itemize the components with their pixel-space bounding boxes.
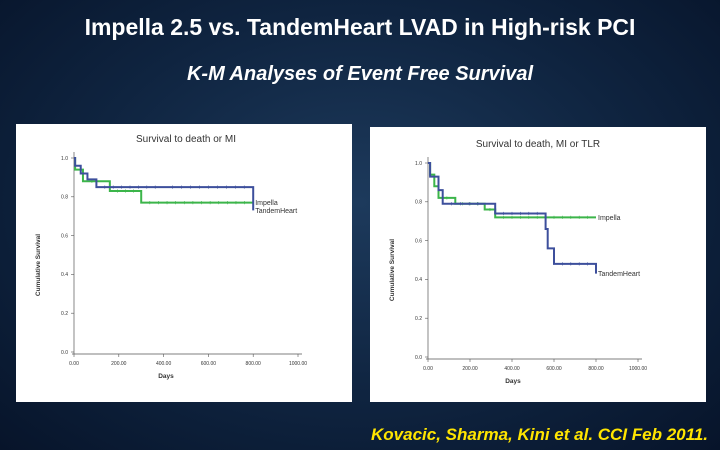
chart-title: Survival to death, MI or TLR — [476, 139, 600, 150]
slide-subtitle: K-M Analyses of Event Free Survival — [186, 63, 534, 85]
y-tick-label: 0.0 — [415, 355, 422, 361]
slide-title: Impella 2.5 vs. TandemHeart LVAD in High… — [84, 14, 636, 40]
x-tick-label: 400.00 — [156, 361, 172, 367]
x-axis-label: Days — [505, 378, 521, 385]
y-axis-label: Cumulative Survival — [35, 234, 42, 296]
series-label-tandemheart: TandemHeart — [255, 208, 297, 215]
y-tick-label: 0.8 — [61, 195, 68, 201]
y-tick-label: 0.2 — [61, 311, 68, 317]
x-tick-label: 800.00 — [246, 361, 262, 367]
km-chart-death-mi: Survival to death or MI 0.0 0.2 0.4 0.6 0.8 1.… — [35, 134, 307, 380]
x-tick-label: 0.00 — [69, 361, 79, 367]
y-axis-label: Cumulative Survival — [389, 239, 396, 301]
x-tick-label: 400.00 — [504, 366, 520, 372]
x-tick-label: 600.00 — [546, 366, 562, 372]
x-tick-label: 200.00 — [462, 366, 478, 372]
y-tick-label: 1.0 — [415, 161, 422, 167]
x-tick-label: 1000.00 — [629, 366, 647, 372]
series-label-tandemheart: TandemHeart — [598, 271, 640, 278]
y-tick-label: 0.8 — [415, 200, 422, 206]
y-tick-label: 0.6 — [415, 238, 422, 244]
series-label-impella: Impella — [598, 215, 621, 222]
y-tick-label: 0.6 — [61, 233, 68, 239]
x-tick-label: 600.00 — [201, 361, 217, 367]
x-tick-label: 0.00 — [423, 366, 433, 372]
y-tick-label: 0.0 — [61, 350, 68, 356]
km-chart-death-mi-tlr: Survival to death, MI or TLR 0.0 0.2 0.4 0.6… — [389, 139, 647, 385]
y-tick-label: 0.4 — [415, 277, 422, 283]
y-tick-label: 0.2 — [415, 316, 422, 322]
chart-title: Survival to death or MI — [136, 134, 236, 145]
series-label-impella: Impella — [255, 200, 278, 207]
series-line-tandemheart — [428, 162, 597, 274]
series-line-impella — [428, 162, 596, 219]
x-tick-label: 200.00 — [111, 361, 127, 367]
citation: Kovacic, Sharma, Kini et al. CCI Feb 201… — [371, 425, 708, 444]
x-tick-label: 800.00 — [588, 366, 604, 372]
chart-panel-death-mi: Survival to death or MI 0.0 0.2 0.4 0.6 0.8 1.… — [16, 124, 352, 402]
x-axis-label: Days — [158, 373, 174, 380]
series-line-tandemheart — [74, 157, 255, 211]
x-tick-label: 1000.00 — [289, 361, 307, 367]
y-tick-label: 1.0 — [61, 156, 68, 162]
series-line-impella — [74, 157, 254, 204]
chart-panel-death-mi-tlr: Survival to death, MI or TLR 0.0 0.2 0.4 0.6… — [370, 127, 706, 402]
y-tick-label: 0.4 — [61, 272, 68, 278]
